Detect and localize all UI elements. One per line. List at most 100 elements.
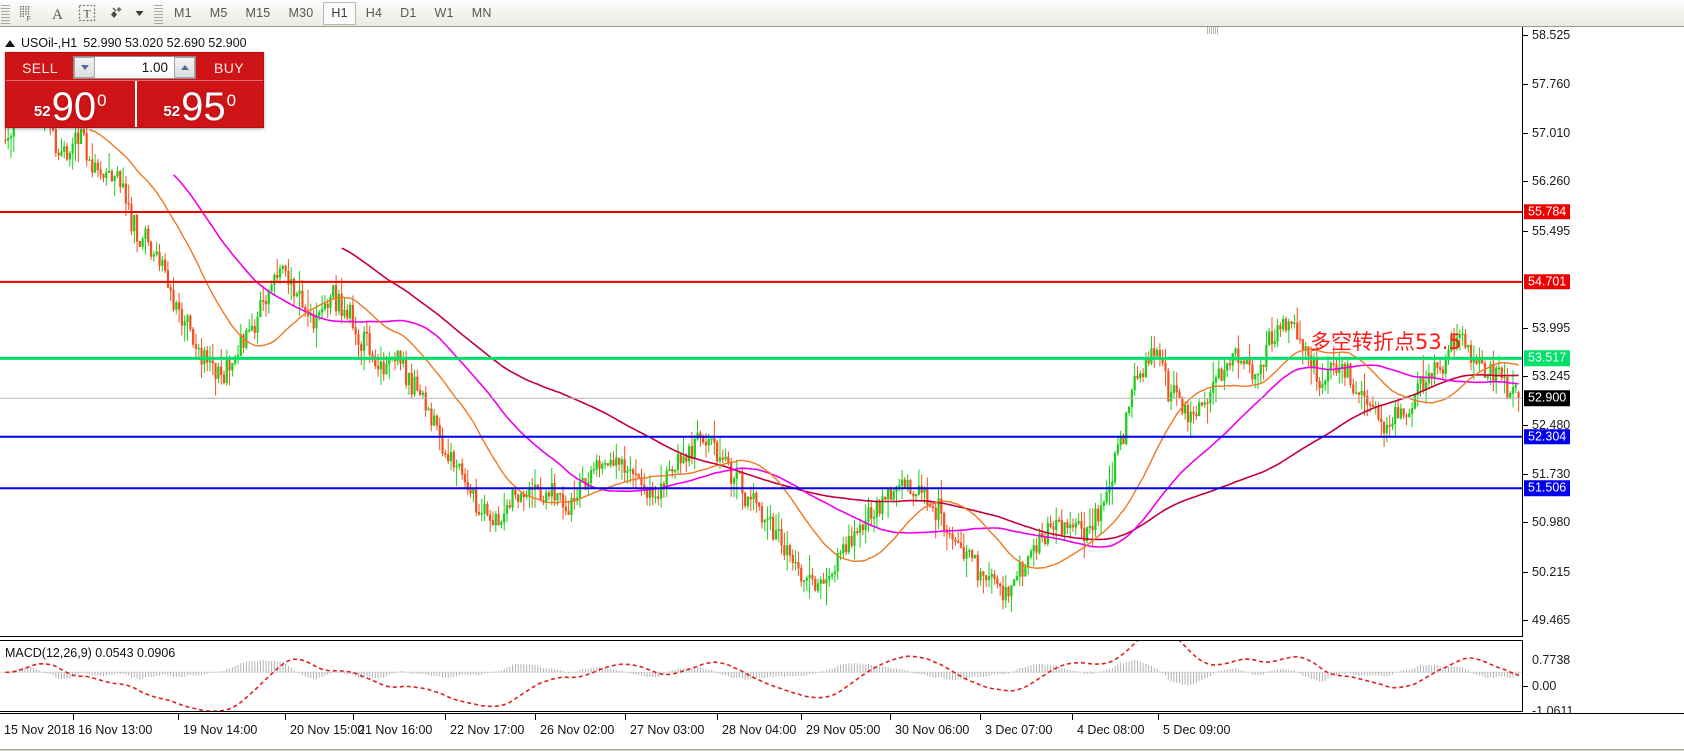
triangle-down-icon [80,65,89,70]
price-axis-label: 53.995 [1532,320,1571,335]
timeframe-mn[interactable]: MN [464,2,500,25]
price-axis-tick [1523,230,1528,232]
price-pane[interactable] [0,27,1523,637]
price-axis-tick [1523,327,1528,329]
price-axis-label: 50.215 [1532,564,1571,579]
price-axis-tick [1523,181,1528,183]
chevron-down-icon[interactable] [132,2,146,25]
price-axis-tick [1523,473,1528,475]
volume-increment-button[interactable] [174,57,195,78]
macd-histogram [7,659,1520,686]
sell-price-fraction: 0 [97,91,107,110]
one-click-trading-panel[interactable]: SELL 1.00 BUY 52 90 0 [5,52,264,128]
crosshair-icon[interactable]: F [12,2,42,25]
chart-area[interactable]: USOil-,H1 52.990 53.020 52.690 52.900 SE… [0,27,1684,751]
price-axis-tick [1523,522,1528,524]
time-axis-tick [717,714,718,720]
price-axis-label: 56.260 [1532,174,1571,188]
price-axis[interactable]: 58.525 57.760 57.010 56.260 55.495 53.995 53.2… [1523,27,1684,717]
price-axis-label: 53.245 [1532,368,1571,383]
price-level-tag[interactable]: 52.304 [1524,428,1571,445]
time-axis-tick [1158,714,1159,720]
price-axis-tick [1523,84,1528,86]
time-axis-tick [178,714,179,720]
triangle-up-icon [180,65,189,70]
timeframe-mn-label: MN [471,6,492,20]
macd-chart-canvas [0,641,1522,711]
trade-panel-price-row: 52 90 0 52 95 0 [6,80,263,127]
macd-pane[interactable]: MACD(12,26,9) 0.0543 0.0906 [0,640,1523,712]
time-axis-label: 21 Nov 16:00 [358,723,433,737]
time-axis-label: 5 Dec 09:00 [1163,723,1231,737]
svg-text:T: T [83,7,91,21]
ma-fast-line [172,174,1519,548]
price-axis-tick [1523,132,1528,134]
macd-indicator-label: MACD(12,26,9) 0.0543 0.0906 [5,646,176,660]
macd-axis-label: 0.7738 [1532,652,1571,667]
time-axis-label: 3 Dec 07:00 [985,723,1053,737]
price-axis-label: 57.760 [1532,77,1571,92]
buy-price-fraction: 0 [226,91,237,110]
price-level-tag[interactable]: 51.506 [1524,480,1571,496]
buy-price-prefix: 52 [163,103,181,120]
collapse-triangle-icon[interactable] [5,39,15,47]
sell-price-display[interactable]: 52 90 0 [6,81,135,127]
time-axis-tick [353,714,354,720]
toolbar-drag-handle[interactable] [1,2,10,24]
volume-decrement-button[interactable] [74,57,95,78]
price-axis-label: 55.495 [1532,223,1571,238]
time-axis-label: 4 Dec 08:00 [1077,723,1145,737]
time-axis-label: 26 Nov 02:00 [540,723,615,737]
time-axis-tick [445,714,446,720]
time-axis-tick [980,714,981,720]
price-level-tag[interactable]: 55.784 [1524,204,1571,220]
price-level-tag[interactable]: 53.517 [1524,350,1571,367]
timeframe-d1[interactable]: D1 [392,2,424,25]
price-axis-label: 52.480 [1532,418,1571,433]
timeframe-bar-drag-handle[interactable] [154,2,163,24]
timeframe-m15-label: M15 [245,6,271,20]
timeframe-h1-label: H1 [331,6,348,20]
macd-axis-label: 0.00 [1532,678,1557,693]
timeframe-m1-label: M1 [174,6,192,20]
ma-mid-line [89,128,1519,570]
sell-button[interactable]: SELL [22,59,58,76]
buy-price-display[interactable]: 52 95 0 [134,81,264,130]
buy-price-main: 95 [181,85,226,130]
timeframe-m5-label: M5 [209,6,228,20]
time-axis-tick [535,714,536,720]
price-chart-canvas [0,88,1522,612]
timeframe-h4-label: H4 [365,6,383,20]
svg-text:F: F [26,16,30,22]
objects-icon[interactable] [102,2,132,25]
time-axis-label: 15 Nov 2018 [4,723,75,737]
text-label-icon[interactable]: A [42,2,72,25]
macd-signal-line [5,641,1519,711]
timeframe-h4[interactable]: H4 [358,2,390,25]
timeframe-m15[interactable]: M15 [238,2,279,25]
text-box-icon[interactable]: T [72,2,102,25]
symbol-ohlc: 52.990 53.020 52.690 52.900 [83,36,247,50]
chart-annotation-text[interactable]: 多空转折点53.5 [1310,330,1462,355]
price-axis-label: 57.010 [1532,125,1571,140]
time-axis-tick [1072,714,1073,720]
time-axis-label: 16 Nov 13:00 [78,723,153,737]
buy-button[interactable]: BUY [214,59,244,76]
symbol-name: USOil-,H1 [21,36,78,50]
timeframe-m1[interactable]: M1 [166,2,200,25]
price-level-tag[interactable]: 52.900 [1524,390,1571,406]
timeframe-w1-label: W1 [434,6,454,20]
price-axis-tick [1523,35,1528,36]
timeframe-m5[interactable]: M5 [202,2,236,25]
chart-scroll-marker[interactable] [1207,27,1219,34]
volume-stepper[interactable]: 1.00 [73,56,196,79]
timeframe-w1[interactable]: W1 [427,2,462,25]
timeframe-h1[interactable]: H1 [323,1,356,25]
time-axis-label: 19 Nov 14:00 [183,723,258,737]
timeframe-m30[interactable]: M30 [280,2,321,25]
price-level-tag[interactable]: 54.701 [1524,274,1571,290]
price-axis-tick [1523,620,1528,621]
volume-input[interactable]: 1.00 [141,60,168,75]
time-axis[interactable]: 15 Nov 2018 16 Nov 13:00 19 Nov 14:00 20 No… [0,713,1684,751]
price-axis-label: 51.730 [1532,466,1571,481]
